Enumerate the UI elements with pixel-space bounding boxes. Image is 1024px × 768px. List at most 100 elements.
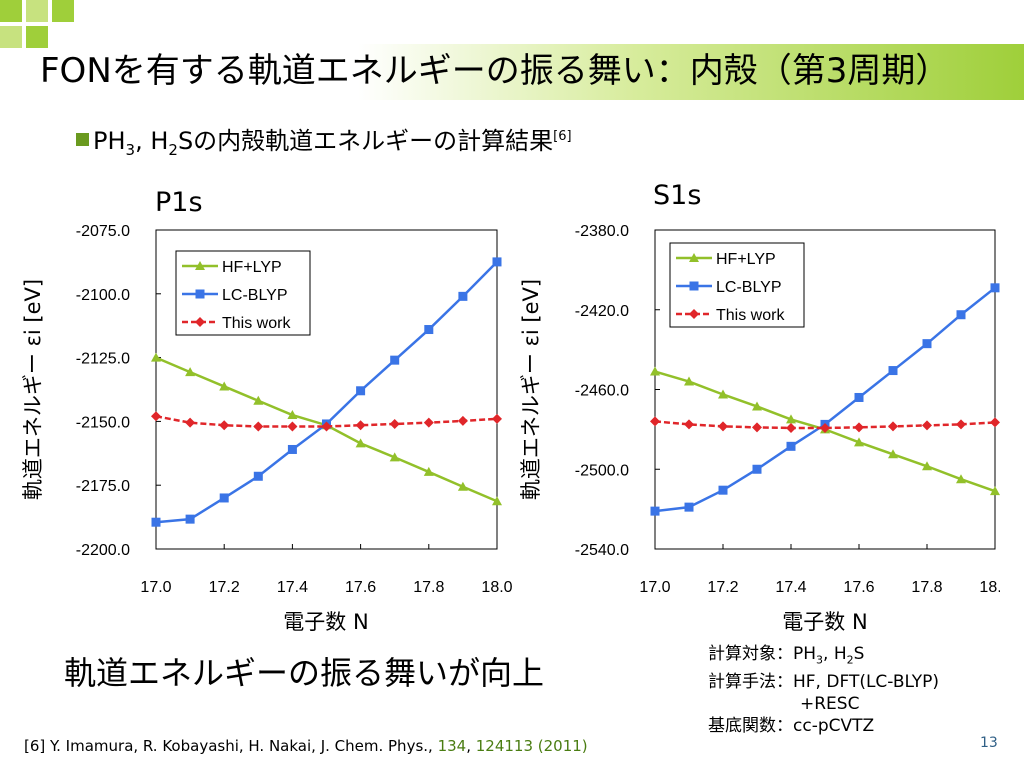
data-point <box>820 422 830 433</box>
legend-swatch-marker <box>689 281 699 291</box>
series-line <box>654 420 996 430</box>
y-tick-label: -2500.0 <box>575 462 629 479</box>
data-point <box>390 355 400 365</box>
legend-entry: This work <box>222 315 291 332</box>
calc-target-a: PH <box>793 644 817 664</box>
data-point <box>219 493 229 503</box>
calc-target-a-sub: 3 <box>816 653 824 667</box>
legend-entry: HF+LYP <box>716 251 776 268</box>
data-point <box>684 419 694 430</box>
data-point <box>922 339 932 349</box>
data-point <box>786 441 796 451</box>
data-point <box>650 416 660 427</box>
calc-method-row: 計算手法：HF, DFT(LC-BLYP) <box>708 671 939 693</box>
y-tick-label: -2175.0 <box>76 478 130 495</box>
data-point <box>219 381 230 391</box>
data-point <box>922 461 932 471</box>
legend: HF+LYP LC-BLYP This work <box>175 250 311 336</box>
bullet-sub-1: 3 <box>125 140 136 159</box>
chart-title: P1s <box>155 187 203 218</box>
page-number: 13 <box>980 735 998 751</box>
calculation-details: 計算対象：PH3, H2S 計算手法：HF, DFT(LC-BLYP) +RES… <box>708 643 939 737</box>
x-tick-label: 17.6 <box>843 579 874 596</box>
calc-target-row: 計算対象：PH3, H2S <box>708 643 939 671</box>
x-axis-label: 電子数 N <box>782 610 867 634</box>
data-point <box>457 481 468 491</box>
calc-target-b-sub: 2 <box>846 653 854 667</box>
series-this-work <box>151 411 502 432</box>
data-point <box>287 421 298 432</box>
legend-swatch-marker <box>195 317 205 327</box>
conclusion-text: 軌道エネルギーの振る舞いが向上 <box>64 654 545 692</box>
y-tick-label: -2460.0 <box>575 383 629 400</box>
data-point <box>990 486 1000 496</box>
data-point <box>355 420 366 431</box>
x-tick-label: 17.2 <box>707 579 738 596</box>
data-point <box>718 485 728 495</box>
bullet-point: PH3, H2Sの内殻軌道エネルギーの計算結果[6] <box>76 121 572 159</box>
data-point <box>389 418 400 429</box>
calc-target-c: S <box>853 644 865 664</box>
data-point <box>718 421 728 432</box>
bullet-citation: [6] <box>553 129 572 144</box>
legend-entry: This work <box>716 307 785 324</box>
calc-basis: cc-pCVTZ <box>793 716 875 737</box>
data-point <box>922 420 932 431</box>
data-point <box>492 257 502 267</box>
data-point <box>888 449 898 459</box>
reference-pages: 124113 (2011) <box>475 737 588 755</box>
reference-text: [6] Y. Imamura, R. Kobayashi, H. Nakai, … <box>24 737 438 755</box>
data-point <box>854 437 864 447</box>
data-point <box>185 514 195 524</box>
data-point <box>253 471 263 481</box>
x-tick-label: 17.0 <box>639 579 670 596</box>
legend-swatch-marker <box>195 289 205 299</box>
bullet-text-3: Sの内殻軌道エネルギーの計算結果 <box>177 127 554 155</box>
data-point <box>786 422 796 433</box>
data-point <box>956 310 966 320</box>
slide-title: FONを有する軌道エネルギーの振る舞い：内殻（第3周期） <box>40 51 950 91</box>
calc-method: HF, DFT(LC-BLYP) <box>793 672 939 693</box>
y-tick-label: -2380.0 <box>575 223 629 240</box>
x-tick-label: 17.6 <box>345 579 376 596</box>
legend-swatch-marker <box>689 309 699 319</box>
data-point <box>423 417 434 428</box>
data-point <box>355 438 366 448</box>
data-point <box>650 366 660 376</box>
data-point <box>752 464 762 474</box>
data-point <box>718 389 728 399</box>
y-tick-label: -2150.0 <box>76 414 130 431</box>
data-point <box>492 496 502 506</box>
data-point <box>356 386 366 396</box>
y-tick-label: -2075.0 <box>76 223 130 240</box>
y-tick-label: -2100.0 <box>76 287 130 304</box>
data-point <box>185 367 196 377</box>
data-point <box>650 506 660 516</box>
calc-basis-label: 基底関数： <box>708 716 793 737</box>
calc-method-label: 計算手法： <box>708 672 793 693</box>
x-tick-label: 17.2 <box>209 579 240 596</box>
data-point <box>684 502 694 512</box>
calc-target-b: , H <box>823 644 847 664</box>
data-point <box>457 415 468 426</box>
data-point <box>151 352 161 362</box>
calc-target-label: 計算対象： <box>708 644 793 664</box>
bullet-text-1: PH <box>93 127 126 155</box>
chart-s1s: S1s -2380.0 -2420.0 -2460.0 -2500.0 -2540.0 17… <box>519 180 1000 634</box>
data-point <box>287 410 298 420</box>
legend-swatch-marker <box>195 261 205 270</box>
data-point <box>151 517 161 527</box>
reference: [6] Y. Imamura, R. Kobayashi, H. Nakai, … <box>24 737 588 755</box>
x-tick-label: 17.0 <box>140 579 171 596</box>
legend-entry: LC-BLYP <box>222 287 288 304</box>
title-bar <box>0 44 1024 100</box>
x-axis-label: 電子数 N <box>283 610 368 634</box>
data-point <box>888 366 898 376</box>
chart-title: S1s <box>653 180 701 211</box>
data-point <box>423 466 434 476</box>
bullet-square-icon <box>76 132 89 146</box>
data-point <box>684 376 694 386</box>
data-point <box>219 420 230 431</box>
legend-entry: HF+LYP <box>222 259 282 276</box>
legend: HF+LYP LC-BLYP This work <box>669 242 805 328</box>
